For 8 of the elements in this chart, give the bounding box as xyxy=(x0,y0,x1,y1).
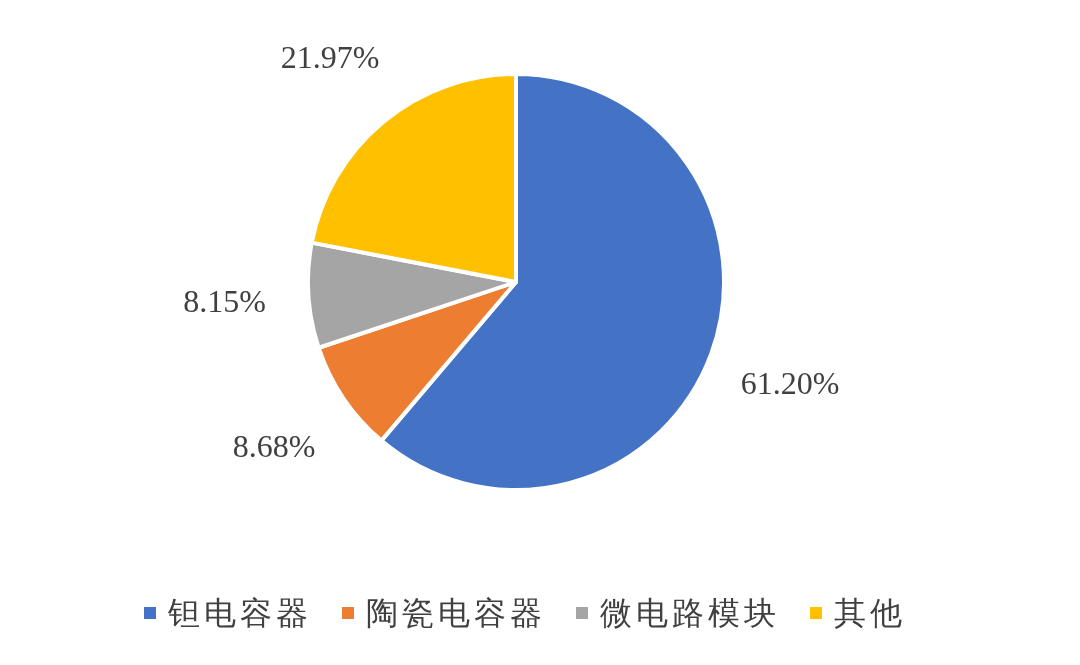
data-label: 8.68% xyxy=(232,427,316,464)
data-label: 21.97% xyxy=(280,38,380,75)
data-label: 8.15% xyxy=(183,283,266,320)
legend-label: 钽电容器 xyxy=(167,595,312,631)
legend-label: 其他 xyxy=(834,595,906,631)
legend-label: 微电路模块 xyxy=(600,595,780,631)
legend-label: 陶瓷电容器 xyxy=(366,595,546,631)
data-label: 61.20% xyxy=(740,364,840,401)
